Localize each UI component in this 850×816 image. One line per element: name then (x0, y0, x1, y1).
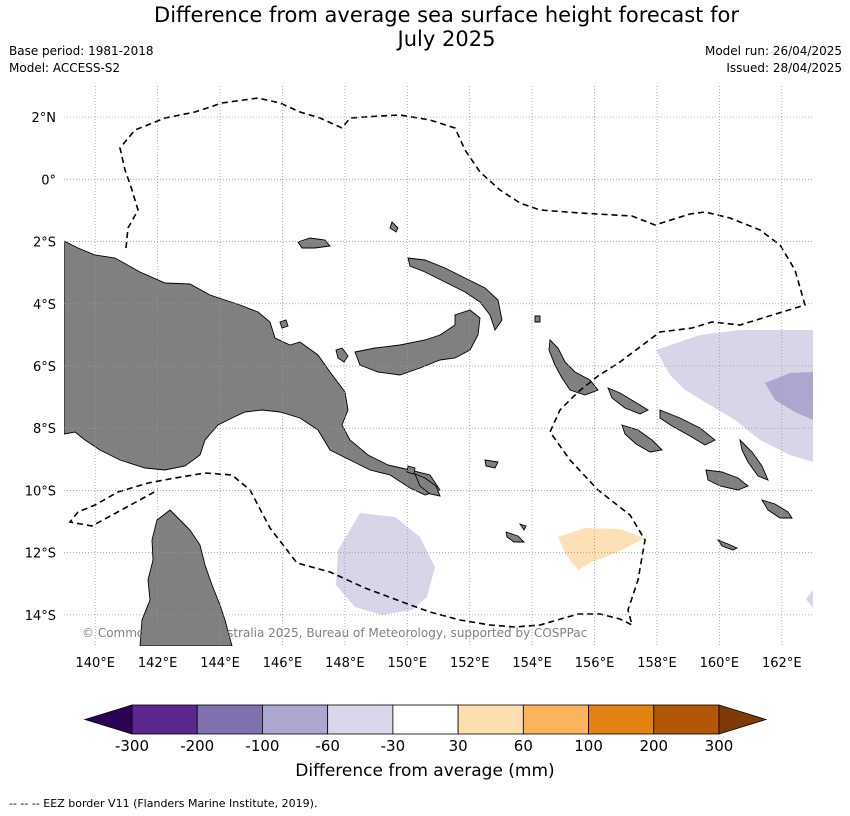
longitude-labels: 140°E 142°E 144°E 146°E 148°E 150°E 152°E 154°E… (75, 656, 801, 671)
colorbar: -300 -200 -100 -60 -30 30 60 100 200 300 (83, 704, 768, 755)
model-run: Model run: 26/04/2025 (704, 44, 842, 58)
latitude-label: 6°S (33, 360, 56, 375)
base-period: Base period: 1981-2018 (9, 44, 154, 58)
colorbar-tick-label: -100 (245, 737, 279, 755)
anomaly-patch-light-purple-east-edge (806, 590, 813, 608)
colorbar-tick-label: -60 (315, 737, 340, 755)
latitude-label: 10°S (25, 484, 56, 499)
longitude-label: 154°E (512, 656, 552, 671)
anomaly-patch-medium-purple (765, 372, 813, 420)
land-cape-york (139, 509, 233, 646)
longitude-label: 152°E (450, 656, 490, 671)
land-choiseul (607, 387, 649, 415)
land-louisiade (505, 531, 526, 543)
eez-footnote: -- -- -- EEZ border V11 (Flanders Marine… (9, 797, 318, 810)
land-makira (761, 499, 793, 519)
longitude-label: 140°E (75, 656, 115, 671)
title-line-1: Difference from average sea surface heig… (154, 3, 739, 27)
longitude-label: 144°E (200, 656, 240, 671)
map-area (64, 97, 813, 646)
latitude-label: 0° (41, 173, 56, 188)
land-small-isle-2 (534, 315, 541, 323)
colorbar-box (392, 704, 459, 735)
colorbar-tick-label: 200 (639, 737, 668, 755)
copyright-notice: © Commonwealth of Australia 2025, Bureau… (82, 626, 587, 640)
land-small-isle-1 (279, 319, 289, 329)
colorbar-box (262, 704, 329, 735)
colorbar-tick-label: 300 (705, 737, 734, 755)
colorbar-under-arrow (83, 704, 133, 735)
latitude-label: 12°S (25, 547, 56, 562)
latitude-label: 2°S (33, 236, 56, 251)
land-malaita (739, 438, 769, 481)
anomaly-patch-light-purple (656, 330, 813, 462)
land-bougainville (548, 339, 599, 396)
colorbar-tick-label: 60 (514, 737, 533, 755)
anomaly-patch-light-orange (558, 528, 645, 570)
colorbar-box (131, 704, 198, 735)
colorbar-tick-label: -300 (115, 737, 149, 755)
longitude-label: 150°E (388, 656, 428, 671)
eez-border-lines (68, 97, 806, 628)
longitude-label: 160°E (700, 656, 740, 671)
graticule (64, 86, 813, 646)
latitude-label: 8°S (33, 422, 56, 437)
colorbar-tick-labels: -300 -200 -100 -60 -30 30 60 100 200 300 (115, 737, 733, 755)
colorbar-box (653, 704, 720, 735)
land-woodlark (484, 459, 499, 469)
colorbar-tick-label: -200 (180, 737, 214, 755)
longitude-label: 158°E (637, 656, 677, 671)
colorbar-tick-label: 100 (574, 737, 603, 755)
colorbar-boxes (131, 704, 720, 735)
land-new-ireland (407, 257, 503, 331)
anomaly-patches (336, 330, 813, 615)
land-rennell (716, 539, 739, 551)
issued-date: Issued: 28/04/2025 (726, 61, 842, 75)
colorbar-box (588, 704, 655, 735)
colorbar-tick-label: -30 (381, 737, 406, 755)
land-new-georgia (621, 424, 663, 453)
latitude-label: 14°S (25, 609, 56, 624)
longitude-label: 142°E (138, 656, 178, 671)
longitude-label: 146°E (263, 656, 303, 671)
latitude-labels: 2°N 0° 2°S 4°S 6°S 8°S 10°S 12°S 14°S (25, 111, 56, 624)
longitude-label: 156°E (575, 656, 615, 671)
latitude-label: 2°N (32, 111, 57, 126)
longitude-label: 148°E (325, 656, 365, 671)
meta-left: Base period: 1981-2018 Model: ACCESS-S2 (9, 43, 154, 77)
colorbar-over-arrow (718, 704, 768, 735)
longitude-label: 162°E (762, 656, 802, 671)
eez-border-png (68, 97, 806, 628)
latitude-label: 4°S (33, 298, 56, 313)
land-new-britain (354, 309, 481, 376)
map-title: Difference from average sea surface heig… (0, 3, 850, 51)
land-umboi (335, 347, 349, 363)
land-santa-isabel (659, 409, 716, 446)
land-goodenough (406, 465, 416, 475)
model-name: Model: ACCESS-S2 (9, 61, 121, 75)
colorbar-box (327, 704, 394, 735)
land-manus (297, 237, 331, 249)
colorbar-box (522, 704, 589, 735)
land-guadalcanal (705, 469, 749, 491)
colorbar-label: Difference from average (mm) (295, 761, 555, 781)
land-lavongai (389, 221, 399, 233)
land-small-isle-3 (518, 523, 527, 531)
colorbar-box (196, 704, 263, 735)
colorbar-tick-label: 30 (449, 737, 468, 755)
meta-right: Model run: 26/04/2025 Issued: 28/04/2025 (705, 43, 842, 77)
anomaly-patch-light-purple-south (336, 513, 435, 615)
title-line-2: July 2025 (397, 27, 496, 51)
colorbar-box (457, 704, 524, 735)
